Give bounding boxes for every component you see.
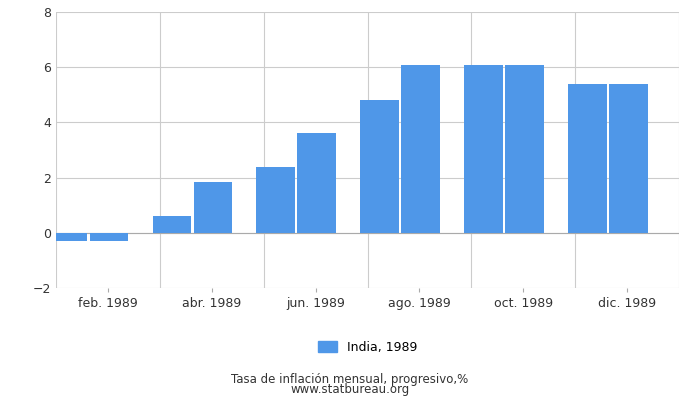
Bar (298, 134, 336, 233)
Bar (49, 233, 88, 241)
Text: www.statbureau.org: www.statbureau.org (290, 383, 410, 396)
Legend: India, 1989: India, 1989 (313, 336, 422, 359)
Bar (194, 182, 232, 233)
Text: Tasa de inflación mensual, progresivo,%: Tasa de inflación mensual, progresivo,% (232, 374, 468, 386)
Bar (505, 65, 544, 233)
Bar (609, 84, 648, 233)
Bar (401, 65, 440, 233)
Bar (464, 65, 503, 233)
Bar (90, 233, 128, 241)
Bar (256, 166, 295, 233)
Bar (153, 216, 191, 233)
Bar (568, 84, 607, 233)
Bar (360, 100, 399, 233)
